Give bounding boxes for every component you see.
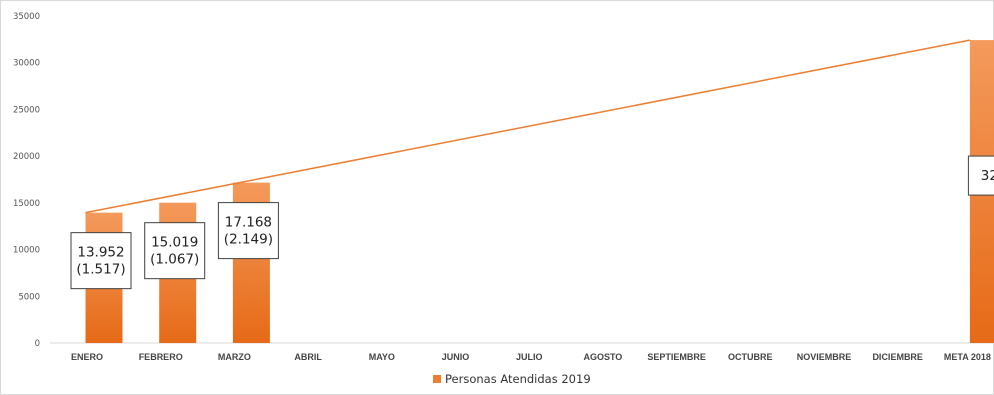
data-labels: 13.952(1.517)15.019(1.067)17.168(2.149)3… <box>70 155 994 290</box>
x-tick-label: AGOSTO <box>583 352 622 362</box>
data-label-marzo: 17.168(2.149) <box>217 202 279 260</box>
target-trend-line <box>85 39 971 214</box>
data-label-box <box>217 202 279 260</box>
legend-swatch <box>433 375 441 383</box>
x-tick-label: META 2018 <box>944 352 991 362</box>
y-tick-label: 5000 <box>18 292 40 302</box>
y-tick-label: 15000 <box>13 199 40 209</box>
x-tick-label: SEPTIEMBRE <box>647 352 706 362</box>
y-tick-label: 35000 <box>13 12 40 22</box>
x-tick-label: FEBRERO <box>139 352 183 362</box>
trend-line <box>85 39 971 214</box>
data-label-box <box>144 222 206 280</box>
data-label-box <box>70 232 132 290</box>
y-axis: 0 5000 10000 15000 20000 25000 30000 35000 <box>13 12 40 349</box>
x-tick-label: DICIEMBRE <box>872 352 923 362</box>
data-label-meta-2018: 32.421 <box>967 155 994 196</box>
x-tick-label: MAYO <box>369 352 395 362</box>
legend: Personas Atendidas 2019 <box>433 372 591 386</box>
data-label-text: 32.421 <box>981 168 994 184</box>
data-label-box <box>967 155 994 196</box>
legend-label: Personas Atendidas 2019 <box>445 372 591 386</box>
data-label-text: 17.168 <box>225 215 272 231</box>
x-axis: ENERO FEBRERO MARZO ABRIL MAYO JUNIO JULIO AGOS… <box>71 352 991 362</box>
x-tick-label: NOVIEMBRE <box>797 352 852 362</box>
data-label-text: (1.517) <box>76 262 125 278</box>
data-label-enero: 13.952(1.517) <box>70 232 132 290</box>
x-tick-label: ABRIL <box>294 352 322 362</box>
y-tick-label: 10000 <box>13 246 40 256</box>
data-label-text: (2.149) <box>224 232 273 248</box>
x-tick-label: MARZO <box>218 352 251 362</box>
y-tick-label: 25000 <box>13 105 40 115</box>
x-tick-label: JUNIO <box>442 352 470 362</box>
data-label-text: 13.952 <box>77 245 124 261</box>
data-label-febrero: 15.019(1.067) <box>144 222 206 280</box>
x-tick-label: JULIO <box>516 352 543 362</box>
y-tick-label: 20000 <box>13 152 40 162</box>
y-tick-label: 30000 <box>13 59 40 69</box>
data-label-text: 15.019 <box>151 235 198 251</box>
x-tick-label: OCTUBRE <box>728 352 773 362</box>
y-tick-label: 0 <box>35 339 40 349</box>
data-label-text: (1.067) <box>150 252 199 268</box>
x-tick-label: ENERO <box>71 352 103 362</box>
